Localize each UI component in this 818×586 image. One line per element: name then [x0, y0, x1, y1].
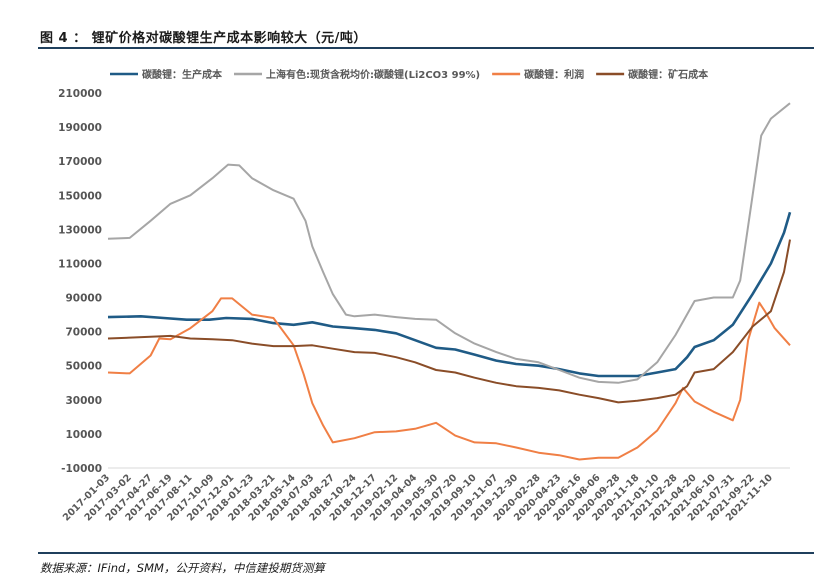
y-tick-label: 90000: [65, 293, 102, 305]
series-line-market-price: [107, 102, 791, 384]
y-tick-label: -10000: [61, 463, 102, 475]
series-line-ore-cost: [107, 239, 791, 404]
y-tick-label: 110000: [58, 258, 102, 270]
legend-label: 碳酸锂：利润: [524, 68, 584, 81]
legend-label: 碳酸锂：生产成本: [142, 68, 223, 81]
data-source-note: 数据来源：IFind，SMM，公开资料，中信建投期货测算: [40, 561, 325, 575]
y-tick-label: 190000: [58, 122, 102, 134]
y-tick-label: 30000: [65, 395, 102, 407]
y-tick-label: 150000: [58, 190, 102, 202]
legend-label: 碳酸锂：矿石成本: [628, 68, 709, 81]
legend-label: 上海有色:现货含税均价:碳酸锂(Li2CO3 99%): [266, 68, 480, 81]
series-line-profit: [107, 297, 791, 461]
top-rule: [38, 47, 814, 49]
plot-area: [107, 102, 792, 461]
y-tick-label: 170000: [58, 156, 102, 168]
y-tick-label: 70000: [65, 327, 102, 339]
x-axis: 2017-01-032017-03-022017-04-272017-06-19…: [61, 467, 790, 524]
chart-legend: 碳酸锂：生产成本 上海有色:现货含税均价:碳酸锂(Li2CO3 99%) 碳酸锂：利…: [110, 68, 709, 81]
y-axis: -10000 10000 30000 50000 70000 90000 110000 130…: [58, 88, 102, 475]
y-tick-label: 130000: [58, 224, 102, 236]
y-tick-label: 10000: [65, 429, 102, 441]
series-line-production-cost: [107, 211, 792, 378]
y-tick-label: 50000: [65, 361, 102, 373]
bottom-rule: [38, 552, 814, 554]
y-tick-label: 210000: [58, 88, 102, 100]
figure-title: 图 4 ： 锂矿价格对碳酸锂生产成本影响较大（元/吨）: [40, 31, 367, 46]
